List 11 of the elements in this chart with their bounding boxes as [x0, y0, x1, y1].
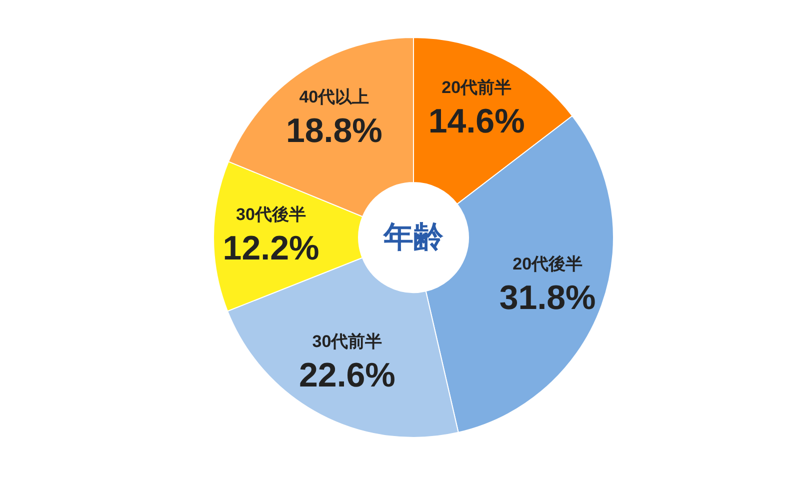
data-label: 22.6% — [299, 356, 396, 395]
slice-label: 30代後半 — [236, 205, 306, 224]
data-label: 31.8% — [499, 278, 596, 317]
data-label: 18.8% — [286, 112, 382, 150]
data-label: 12.2% — [222, 230, 320, 268]
data-label: 14.6% — [428, 102, 525, 141]
slice-label: 30代前半 — [312, 332, 382, 352]
slice-label: 20代前半 — [442, 78, 512, 98]
text: 年齢 — [382, 220, 444, 255]
slice-label: 20代後半 — [512, 254, 583, 274]
slice-label: 40代以上 — [299, 88, 370, 107]
